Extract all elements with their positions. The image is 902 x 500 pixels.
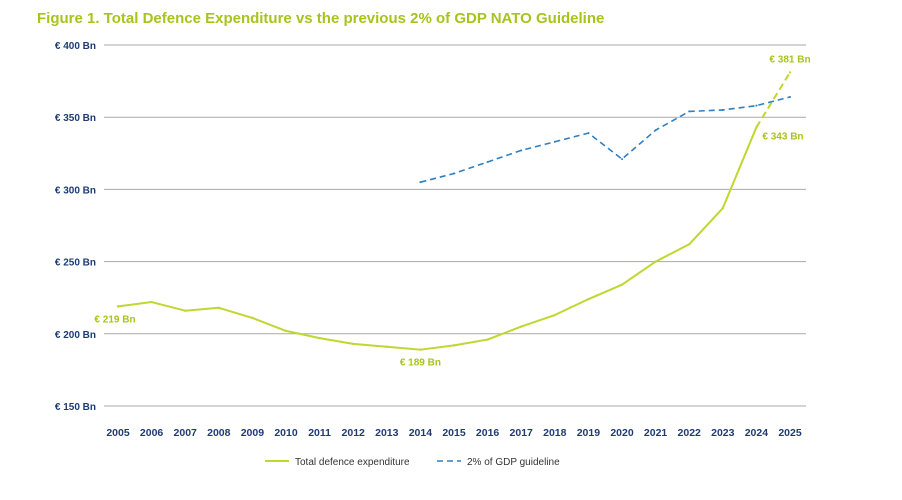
data-point-guideline bbox=[553, 140, 556, 143]
y-tick-label: € 400 Bn bbox=[55, 41, 96, 52]
data-point-total bbox=[217, 306, 220, 310]
x-tick-label: 2025 bbox=[778, 427, 802, 439]
annotations: € 219 Bn € 189 Bn € 343 Bn € 381 Bn bbox=[94, 54, 810, 368]
y-tick-label: € 200 Bn bbox=[55, 330, 96, 341]
data-point-guideline bbox=[654, 129, 657, 132]
series-lines bbox=[117, 71, 791, 351]
data-label: € 189 Bn bbox=[400, 358, 441, 369]
data-point-guideline bbox=[721, 108, 724, 111]
data-point-guideline bbox=[789, 95, 791, 98]
data-point-guideline bbox=[587, 132, 590, 135]
x-tick-label: 2020 bbox=[610, 427, 634, 439]
x-tick-label: 2008 bbox=[207, 427, 231, 439]
data-point-total bbox=[116, 305, 120, 308]
data-point-total bbox=[284, 329, 288, 333]
data-point-total bbox=[788, 71, 792, 74]
y-tick-label: € 350 Bn bbox=[55, 113, 96, 124]
data-point-total bbox=[184, 309, 187, 312]
x-tick-label: 2022 bbox=[678, 427, 702, 439]
data-points bbox=[116, 71, 792, 351]
x-tick-label: 2018 bbox=[543, 427, 567, 439]
x-tick-label: 2007 bbox=[174, 427, 198, 439]
data-point-total bbox=[587, 297, 590, 301]
y-tick-label: € 300 Bn bbox=[55, 185, 96, 196]
data-point-total bbox=[251, 316, 254, 320]
x-tick-label: 2006 bbox=[140, 427, 164, 439]
legend: Total defence expenditure 2% of GDP guide… bbox=[265, 457, 560, 468]
data-point-total bbox=[553, 313, 556, 317]
data-point-guideline bbox=[453, 172, 455, 175]
legend-label-guideline: 2% of GDP guideline bbox=[467, 457, 560, 468]
x-axis-ticks: 2005 2006 2007 2008 2009 2010 2011 2012 2013 2014… bbox=[106, 427, 802, 439]
x-tick-label: 2021 bbox=[644, 427, 668, 439]
x-tick-label: 2016 bbox=[476, 427, 500, 439]
chart-title: Figure 1. Total Defence Expenditure vs t… bbox=[37, 10, 605, 27]
x-tick-label: 2014 bbox=[409, 427, 433, 439]
data-point-guideline bbox=[520, 149, 523, 152]
data-point-total bbox=[419, 348, 422, 351]
x-tick-label: 2024 bbox=[745, 427, 769, 439]
series-total-defence-projection bbox=[755, 71, 791, 128]
x-tick-label: 2017 bbox=[510, 427, 534, 439]
data-point-total bbox=[520, 325, 523, 328]
data-point-guideline bbox=[755, 104, 758, 107]
x-tick-label: 2012 bbox=[342, 427, 366, 439]
y-tick-label: € 250 Bn bbox=[55, 258, 96, 269]
data-point-total bbox=[620, 283, 624, 286]
data-point-total bbox=[654, 260, 657, 263]
data-point-total bbox=[318, 336, 321, 340]
data-point-total bbox=[688, 243, 691, 246]
x-tick-label: 2010 bbox=[274, 427, 298, 439]
data-point-guideline bbox=[486, 160, 489, 163]
x-tick-label: 2019 bbox=[577, 427, 601, 439]
series-gdp-guideline-line bbox=[420, 96, 791, 183]
data-point-guideline bbox=[419, 181, 422, 184]
x-tick-label: 2015 bbox=[442, 427, 466, 439]
x-tick-label: 2011 bbox=[308, 427, 331, 439]
x-tick-label: 2023 bbox=[711, 427, 735, 439]
data-label: € 343 Bn bbox=[762, 131, 803, 142]
data-label: € 381 Bn bbox=[769, 54, 810, 65]
data-point-total bbox=[486, 338, 489, 341]
legend-label-total: Total defence expenditure bbox=[295, 457, 410, 468]
y-axis-ticks: € 150 Bn € 200 Bn € 250 Bn € 300 Bn € 350 Bn… bbox=[55, 41, 96, 413]
data-point-guideline bbox=[621, 158, 623, 161]
data-point-total bbox=[452, 344, 456, 347]
data-point-total bbox=[721, 206, 724, 210]
data-point-total bbox=[352, 342, 355, 346]
data-point-guideline bbox=[688, 110, 691, 113]
y-tick-label: € 150 Bn bbox=[55, 402, 96, 413]
x-tick-label: 2013 bbox=[375, 427, 399, 439]
data-point-total bbox=[755, 126, 758, 129]
x-tick-label: 2005 bbox=[106, 427, 130, 439]
data-point-total bbox=[385, 345, 388, 348]
series-total-defence-line bbox=[117, 126, 758, 351]
data-point-total bbox=[150, 300, 153, 304]
x-tick-label: 2009 bbox=[241, 427, 265, 439]
data-label: € 219 Bn bbox=[94, 314, 135, 325]
gridlines bbox=[104, 44, 806, 407]
